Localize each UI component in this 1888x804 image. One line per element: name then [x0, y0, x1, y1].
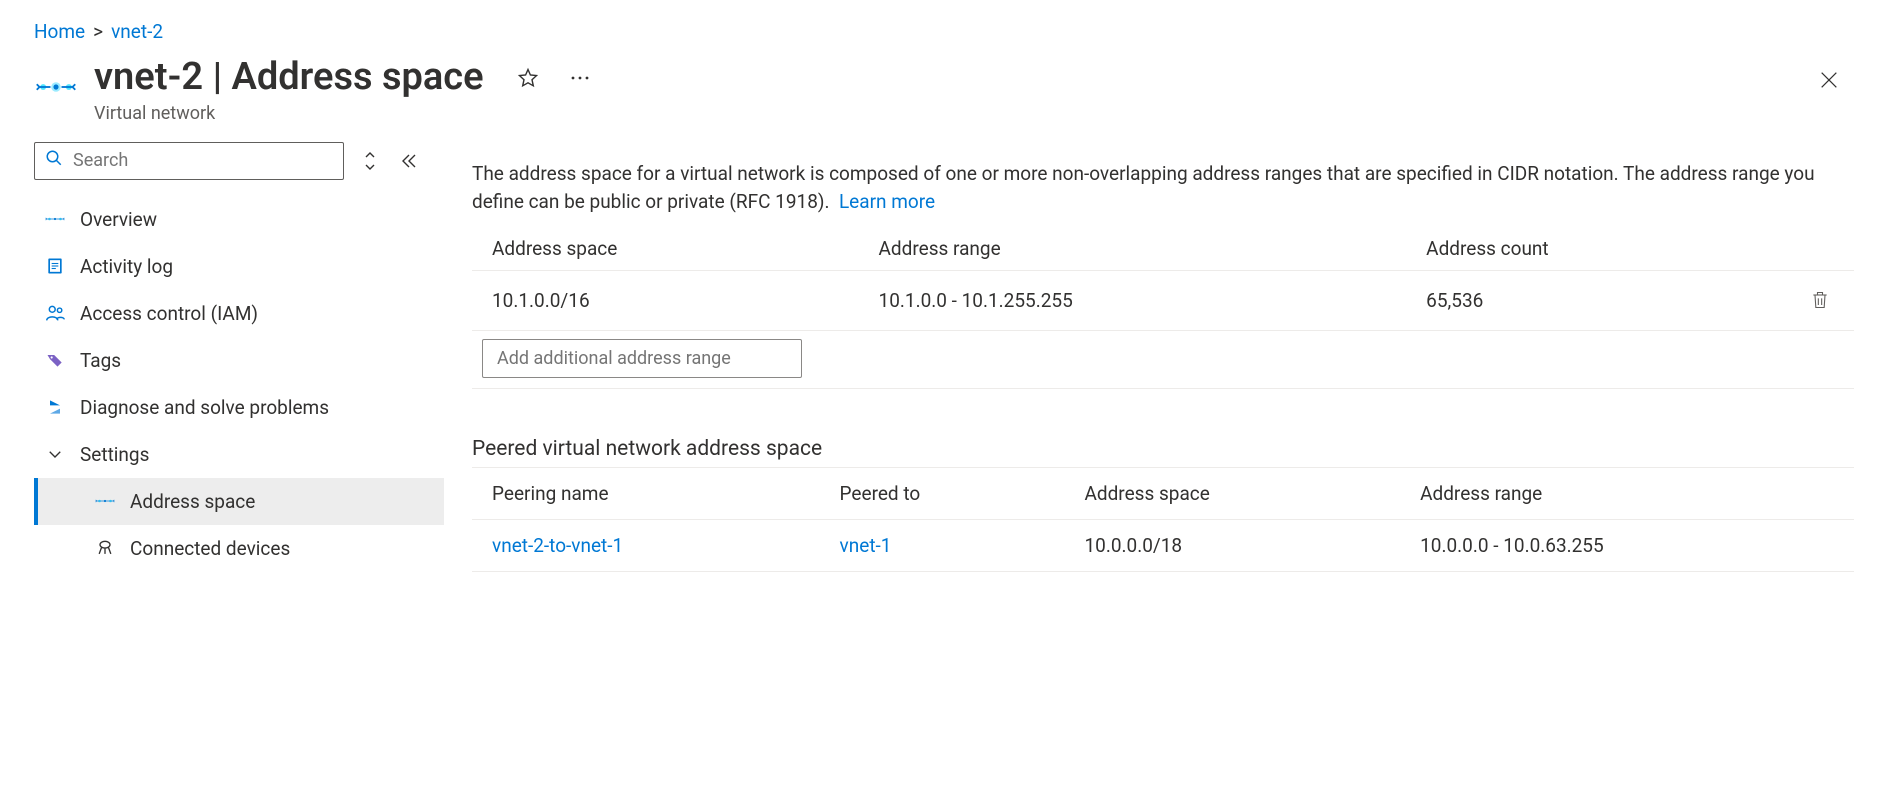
cell-range: 10.1.0.0 - 10.1.255.255 — [859, 270, 1407, 330]
peered-row: vnet-2-to-vnet-1 vnet-1 10.0.0.0/18 10.0… — [472, 519, 1854, 571]
activity-log-icon — [44, 255, 66, 277]
nav-item-overview[interactable]: Overview — [34, 196, 444, 243]
col-peering-name: Peering name — [472, 467, 820, 519]
connected-devices-icon — [94, 537, 116, 559]
close-button[interactable] — [1814, 65, 1844, 95]
page-title: vnet-2 | Address space — [94, 57, 484, 99]
cell-peer-space: 10.0.0.0/18 — [1064, 519, 1400, 571]
col-peered-to: Peered to — [820, 467, 1065, 519]
breadcrumb: Home > vnet-2 — [34, 20, 1854, 43]
peering-name-link[interactable]: vnet-2-to-vnet-1 — [492, 534, 623, 557]
main-content: The address space for a virtual network … — [472, 142, 1854, 572]
expand-button[interactable] — [358, 147, 382, 175]
cell-count: 65,536 — [1406, 270, 1786, 330]
nav-label: Settings — [80, 443, 149, 466]
nav-item-settings[interactable]: Settings — [34, 431, 444, 478]
learn-more-link[interactable]: Learn more — [839, 190, 935, 213]
col-address-range: Address range — [859, 227, 1407, 271]
breadcrumb-vnet[interactable]: vnet-2 — [111, 20, 163, 43]
nav-item-tags[interactable]: Tags — [34, 337, 444, 384]
nav-label: Connected devices — [130, 537, 290, 560]
search-icon — [45, 149, 63, 172]
nav-label: Access control (IAM) — [80, 302, 258, 325]
breadcrumb-separator: > — [93, 20, 103, 43]
nav-item-address-space[interactable]: Address space — [34, 478, 444, 525]
diagnose-icon — [44, 396, 66, 418]
collapse-button[interactable] — [396, 149, 422, 173]
iam-icon — [44, 302, 66, 324]
favorite-button[interactable] — [512, 62, 544, 94]
delete-row-button[interactable] — [1806, 285, 1834, 315]
add-address-range-input[interactable] — [482, 339, 802, 378]
nav-item-connected-devices[interactable]: Connected devices — [34, 525, 444, 572]
blade-header: vnet-2 | Address space — [34, 57, 1854, 124]
sidebar-search[interactable] — [34, 142, 344, 180]
search-input[interactable] — [71, 149, 333, 172]
col-address-count: Address count — [1406, 227, 1786, 271]
nav-label: Diagnose and solve problems — [80, 396, 329, 419]
peered-to-link[interactable]: vnet-1 — [840, 534, 892, 557]
peered-table: Peering name Peered to Address space Add… — [472, 467, 1854, 572]
address-space-row: 10.1.0.0/16 10.1.0.0 - 10.1.255.255 65,5… — [472, 270, 1854, 330]
more-actions-button[interactable] — [564, 69, 596, 87]
col-address-space: Address space — [472, 227, 859, 271]
chevron-down-icon — [44, 443, 66, 465]
col-peer-range: Address range — [1400, 467, 1854, 519]
nav-item-iam[interactable]: Access control (IAM) — [34, 290, 444, 337]
peered-section-title: Peered virtual network address space — [472, 437, 1854, 461]
nav-item-diagnose[interactable]: Diagnose and solve problems — [34, 384, 444, 431]
vnet-icon — [94, 490, 116, 512]
address-space-table: Address space Address range Address coun… — [472, 227, 1854, 331]
vnet-resource-icon — [34, 65, 78, 109]
vnet-icon — [44, 208, 66, 230]
sidebar-nav: Overview Activity log — [34, 196, 444, 572]
breadcrumb-home[interactable]: Home — [34, 20, 85, 43]
nav-label: Activity log — [80, 255, 173, 278]
nav-label: Address space — [130, 490, 255, 513]
cell-space: 10.1.0.0/16 — [472, 270, 859, 330]
sidebar: Overview Activity log — [34, 142, 444, 572]
description-text: The address space for a virtual network … — [472, 160, 1854, 217]
nav-label: Tags — [80, 349, 121, 372]
cell-peer-range: 10.0.0.0 - 10.0.63.255 — [1400, 519, 1854, 571]
description-body: The address space for a virtual network … — [472, 162, 1815, 214]
resource-type-label: Virtual network — [94, 103, 1798, 124]
tags-icon — [44, 349, 66, 371]
nav-label: Overview — [80, 208, 157, 231]
col-peer-space: Address space — [1064, 467, 1400, 519]
nav-item-activity-log[interactable]: Activity log — [34, 243, 444, 290]
